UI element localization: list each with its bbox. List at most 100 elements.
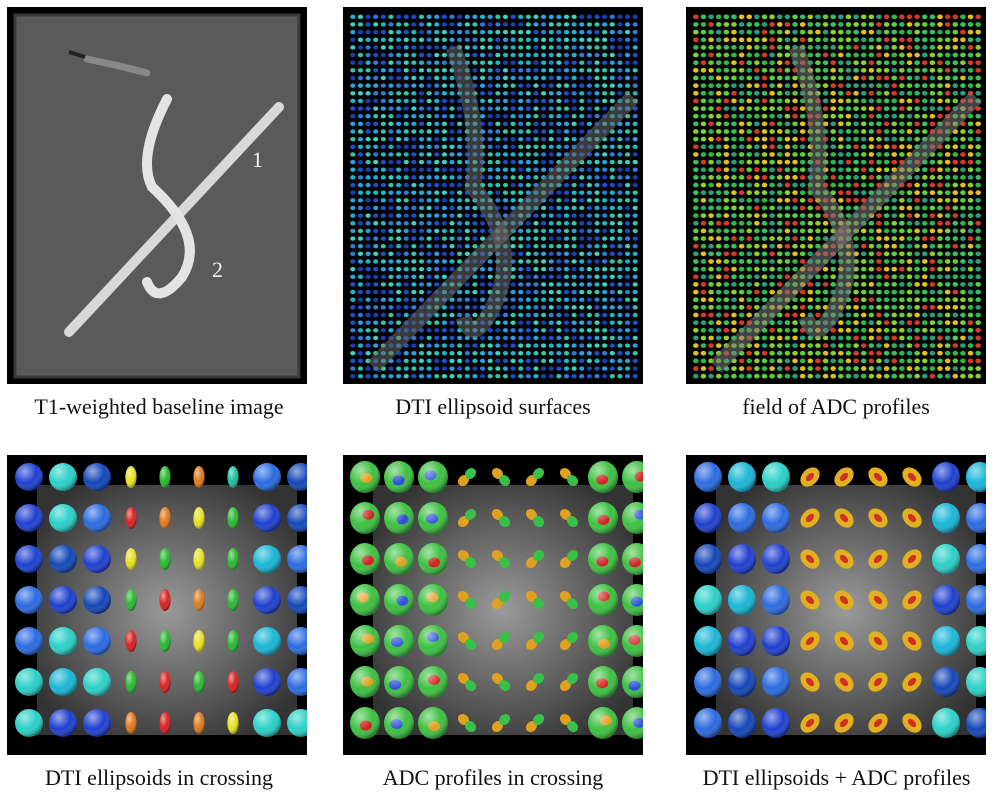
glyph-dot xyxy=(510,274,516,279)
glyph-dot xyxy=(365,236,371,241)
glyph-dot xyxy=(464,243,470,249)
glyph-dot xyxy=(769,213,775,218)
glyph-dot xyxy=(937,259,943,264)
glyph-dot xyxy=(579,274,585,279)
glyph-dot xyxy=(960,282,966,287)
glyph-dot xyxy=(937,289,943,295)
ellipsoid-shading xyxy=(253,504,281,532)
glyph-dot xyxy=(914,251,920,257)
glyph-dot xyxy=(838,373,844,379)
glyph-dot xyxy=(860,343,867,348)
glyph-dot xyxy=(929,251,936,257)
glyph-dot xyxy=(883,45,890,50)
glyph-dot xyxy=(487,83,493,88)
glyph-dot xyxy=(556,52,562,58)
adc-profile-shading xyxy=(350,625,380,657)
glyph-dot xyxy=(365,159,371,165)
glyph-dot xyxy=(510,328,516,333)
glyph-dot xyxy=(807,343,814,348)
glyph-dot xyxy=(975,45,981,50)
glyph-dot xyxy=(594,175,600,180)
glyph-dot xyxy=(357,75,364,81)
glyph-dot xyxy=(563,129,570,134)
glyph-dot xyxy=(937,304,943,310)
glyph-dot xyxy=(860,190,867,196)
glyph-dot xyxy=(548,14,554,20)
glyph-dot xyxy=(761,22,768,27)
glyph-dot xyxy=(388,68,394,73)
glyph-dot xyxy=(541,129,547,134)
glyph-dot xyxy=(411,198,417,203)
glyph-dot xyxy=(594,243,600,249)
glyph-dot xyxy=(487,114,493,119)
glyph-dot xyxy=(853,75,859,81)
glyph-dot xyxy=(799,335,806,341)
glyph-dot xyxy=(700,167,707,173)
glyph-dot xyxy=(571,60,577,65)
glyph-dot xyxy=(853,366,859,371)
glyph-dot xyxy=(967,144,974,150)
glyph-dot xyxy=(533,114,539,119)
glyph-dot xyxy=(975,327,981,333)
glyph-dot xyxy=(776,182,783,188)
glyph-dot xyxy=(479,266,486,272)
glyph-dot xyxy=(441,366,447,371)
glyph-dot xyxy=(495,98,501,104)
glyph-dot xyxy=(960,320,966,326)
glyph-dot xyxy=(594,328,600,333)
glyph-dot xyxy=(975,312,981,318)
adc-profile-field xyxy=(686,7,986,384)
glyph-dot xyxy=(624,297,631,302)
glyph-dot xyxy=(754,236,760,241)
glyph-dot xyxy=(548,83,554,88)
glyph-dot xyxy=(426,68,432,73)
glyph-dot xyxy=(860,175,867,180)
ellipsoid-shading xyxy=(83,627,111,655)
glyph-dot xyxy=(518,182,524,188)
glyph-dot xyxy=(746,52,753,58)
glyph-dot xyxy=(899,366,905,371)
glyph-dot xyxy=(518,60,524,65)
glyph-dot xyxy=(624,45,631,50)
glyph-dot xyxy=(769,343,775,348)
glyph-dot xyxy=(891,343,898,348)
glyph-dot xyxy=(769,22,775,27)
glyph-dot xyxy=(700,182,707,188)
fiber-label-2: 2 xyxy=(212,257,223,282)
glyph-dot xyxy=(845,159,852,165)
glyph-dot xyxy=(487,259,493,264)
glyph-dot xyxy=(373,167,379,172)
glyph-dot xyxy=(830,29,836,35)
glyph-dot xyxy=(541,358,547,364)
glyph-dot xyxy=(609,305,615,310)
glyph-dot xyxy=(784,14,791,20)
glyph-dot xyxy=(541,243,547,249)
glyph-dot xyxy=(822,37,829,43)
glyph-dot xyxy=(754,350,760,356)
glyph-dot xyxy=(594,198,600,203)
glyph-dot xyxy=(807,37,814,43)
glyph-dot xyxy=(441,37,447,42)
glyph-dot xyxy=(860,373,867,379)
glyph-dot xyxy=(715,29,722,35)
glyph-dot xyxy=(548,320,554,325)
glyph-dot xyxy=(746,60,753,66)
glyph-dot xyxy=(715,45,722,50)
glyph-dot xyxy=(776,228,783,234)
glyph-dot xyxy=(617,297,623,302)
glyph-dot xyxy=(967,45,974,50)
glyph-dot xyxy=(815,37,821,43)
glyph-dot xyxy=(761,37,768,43)
glyph-dot xyxy=(845,144,852,150)
glyph-dot xyxy=(594,29,600,35)
glyph-dot xyxy=(533,144,539,150)
glyph-dot xyxy=(715,327,722,333)
glyph-dot xyxy=(350,259,356,264)
glyph-dot xyxy=(586,60,592,65)
glyph-dot xyxy=(853,167,859,173)
glyph-dot xyxy=(624,289,631,295)
glyph-dot xyxy=(571,259,577,264)
glyph-dot xyxy=(807,197,814,203)
glyph-dot xyxy=(571,221,577,226)
glyph-dot xyxy=(418,335,425,341)
